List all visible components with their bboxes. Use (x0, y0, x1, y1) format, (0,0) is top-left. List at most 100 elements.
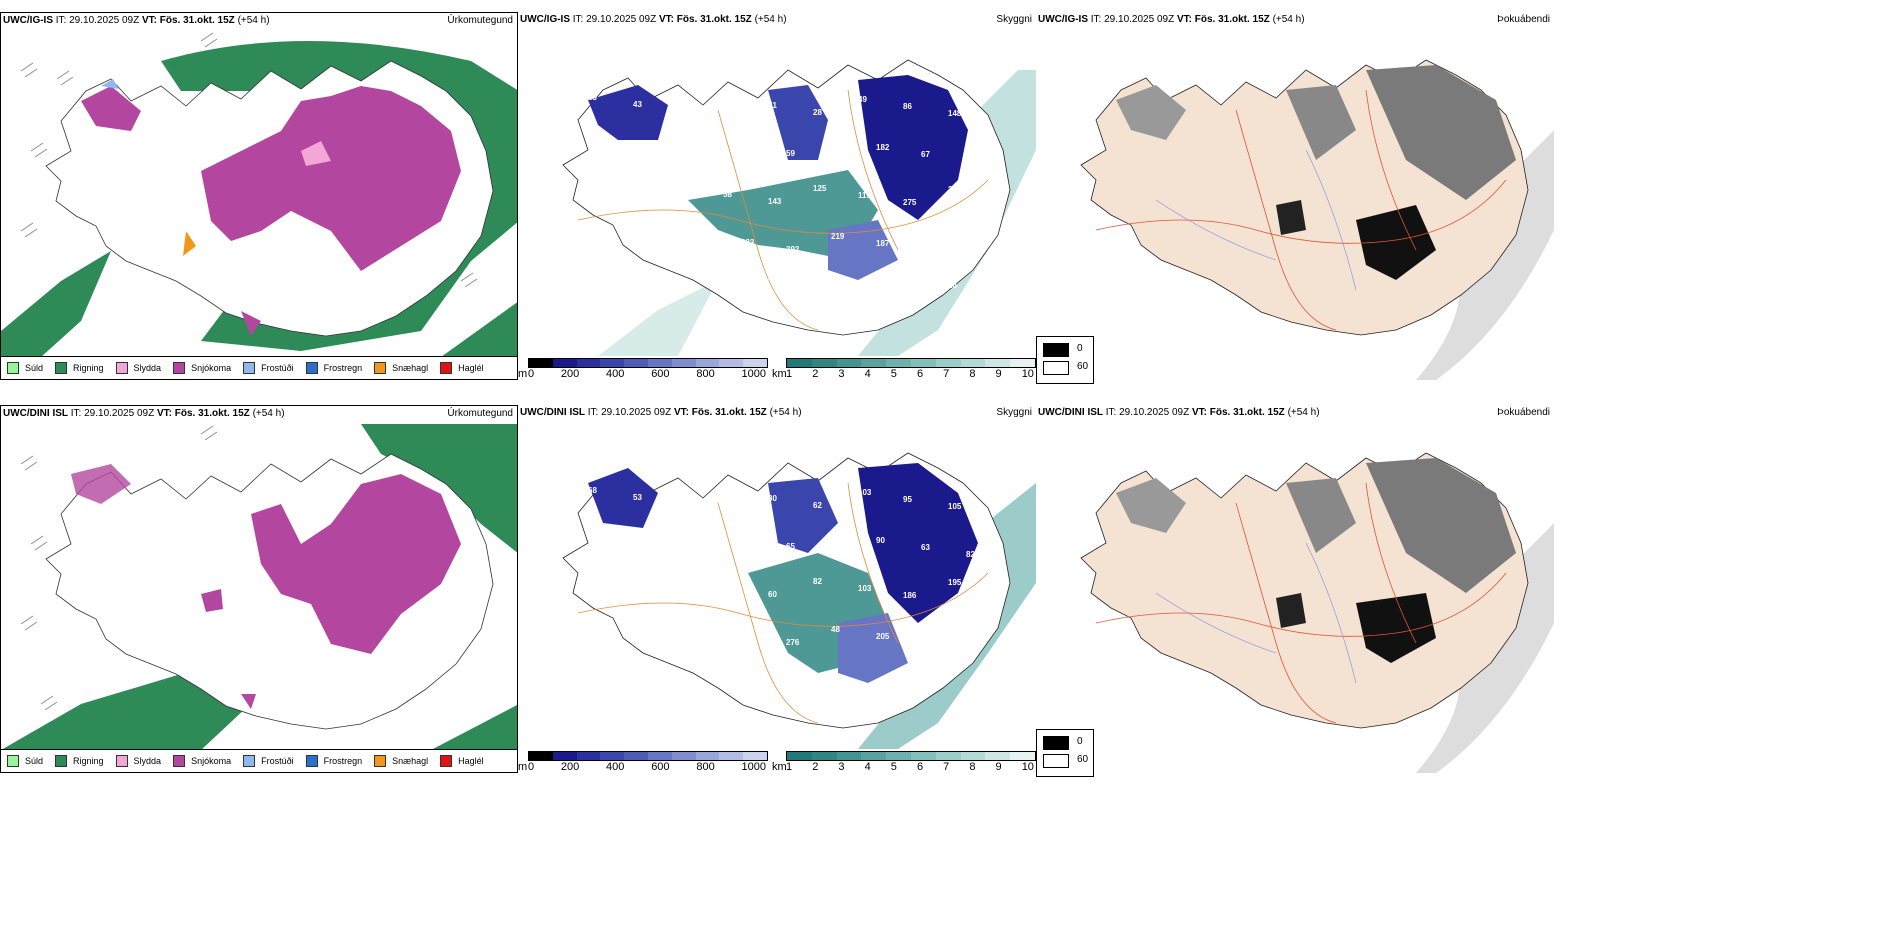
tick-label: 200 (560, 761, 580, 773)
tick-label: 800 (696, 761, 715, 773)
elevation-label: 80 (768, 494, 777, 503)
colorbar-segment (624, 359, 648, 367)
visibility-panel-2: UWC/DINI ISL IT: 29.10.2025 09Z VT: Fös.… (518, 405, 1036, 773)
tick-label: 1000 (741, 368, 766, 380)
panel-type-label: Úrkomutegund (447, 408, 513, 419)
legend-item: Haglél (440, 362, 484, 374)
elevation-label: 105 (948, 502, 962, 511)
elevation-label: 292 (606, 630, 620, 639)
elevation-label: 65 (786, 542, 795, 551)
elevation-label: 106 (678, 672, 692, 681)
elevation-label: 275 (903, 198, 917, 207)
elevation-label: 16 (948, 281, 957, 290)
fog-legend-swatch-0 (1043, 736, 1069, 750)
colorbar-segment (935, 752, 961, 760)
elevation-label: 264 (678, 279, 692, 288)
colorbar-segment (811, 359, 837, 367)
elevation-label: 75 (678, 576, 687, 585)
fog-legend-1: 0 60 (1036, 336, 1094, 384)
legend-item: Snjókoma (173, 362, 231, 374)
colorbar-segment (576, 752, 601, 760)
elevation-label: 68 (741, 142, 750, 151)
elevation-label: 219 (831, 232, 845, 241)
elevation-label: 88 (633, 292, 642, 301)
legend-item: Snæhagl (374, 362, 428, 374)
panel-type-label: Skyggni (996, 14, 1032, 25)
visibility-panel-1: UWC/IG-IS IT: 29.10.2025 09Z VT: Fös. 31… (518, 12, 1036, 380)
legend-item: Súld (7, 362, 43, 374)
tick-label: 1000 (741, 761, 766, 773)
legend-swatch (440, 362, 453, 374)
colorbar-segment (529, 752, 553, 760)
visibility-ticks: 1 2 3 4 5 6 7 8 9 10 (786, 368, 1034, 380)
elevation-label: 276 (858, 287, 872, 296)
legend-item: Haglél (440, 755, 484, 767)
fog-legend-label-60: 60 (1077, 361, 1089, 372)
tick-label: 0 (528, 761, 535, 773)
elevation-label: 48 (678, 107, 687, 116)
colorbar-segment (836, 359, 862, 367)
elevation-label: 205 (876, 632, 890, 641)
legend-item: Frostúði (243, 362, 294, 374)
elevation-label: 86 (903, 102, 912, 111)
elevation-label: 58 (723, 190, 732, 199)
elevation-colorbar (528, 358, 768, 368)
elevation-label: 65 (723, 487, 732, 496)
colorbar-segment (985, 359, 1011, 367)
elevation-label: 67 (633, 196, 642, 205)
elevation-label: 247 (741, 631, 755, 640)
tick-label: 600 (651, 761, 670, 773)
legend-swatch (115, 362, 128, 374)
elevation-label: 138 (588, 678, 602, 687)
panel-type-label: Þokuábendi (1497, 407, 1550, 418)
colorbar-segment (935, 359, 961, 367)
fog-legend-label-60: 60 (1077, 754, 1089, 765)
legend-swatch (7, 362, 19, 374)
colorbar-segment (576, 359, 601, 367)
vis-unit: km (772, 761, 787, 773)
fog-legend-label-0: 0 (1077, 343, 1083, 354)
panel-type-label: Skyggni (996, 407, 1032, 418)
elevation-label: 147 (651, 244, 665, 253)
fog-legend-label-0: 0 (1077, 736, 1083, 747)
elevation-label: 281 (696, 231, 710, 240)
tick-label: 2 (812, 761, 819, 773)
colorbar-segment (671, 359, 696, 367)
colorbar-segment (886, 359, 911, 367)
panel-title: UWC/DINI ISL IT: 29.10.2025 09Z VT: Fös.… (3, 408, 285, 419)
elevation-label: 43 (633, 100, 642, 109)
legend-item: Frostúði (243, 755, 294, 767)
legend-swatch (55, 362, 68, 374)
fog-legend-swatch-60 (1043, 361, 1069, 375)
panel-type-label: Úrkomutegund (447, 15, 513, 26)
elevation-label: 47 (723, 583, 732, 592)
panel-type-label: Þokuábendi (1497, 14, 1550, 25)
elevation-label: 103 (606, 534, 620, 543)
fog-legend-swatch-60 (1043, 754, 1069, 768)
tick-label: 8 (969, 761, 976, 773)
legend-swatch (243, 362, 256, 374)
legend-swatch (305, 755, 318, 767)
elevation-label: 280 (921, 246, 935, 255)
elevation-label: 40 (588, 189, 597, 198)
visibility-map: 63 43 48 07 71 28 49 86 148 58 62 45 68 59 54 182 67 60 40… (562, 59, 1036, 356)
fog-panel-2: UWC/DINI ISL IT: 29.10.2025 09Z VT: Fös.… (1036, 405, 1554, 773)
colorbar-segment (787, 359, 812, 367)
elevation-label: 35 (696, 548, 705, 557)
elevation-label: 71 (768, 101, 777, 110)
legend-swatch (374, 755, 387, 767)
elevation-label: 90 (876, 536, 885, 545)
colorbar-segment (886, 752, 911, 760)
tick-label: 9 (995, 761, 1002, 773)
legend-swatch (7, 755, 19, 767)
legend-item: Snæhagl (374, 755, 428, 767)
colorbar-segment (743, 752, 767, 760)
colorbar-segment (600, 752, 625, 760)
elevation-label: 69 (588, 582, 597, 591)
colorbar-segment (811, 752, 837, 760)
elev-unit: m (518, 368, 528, 380)
elevation-label: 76 (966, 626, 975, 635)
visibility-ticks: 1 2 3 4 5 6 7 8 9 10 (786, 761, 1034, 773)
vis-unit: km (772, 368, 787, 380)
elevation-label: 195 (948, 578, 962, 587)
